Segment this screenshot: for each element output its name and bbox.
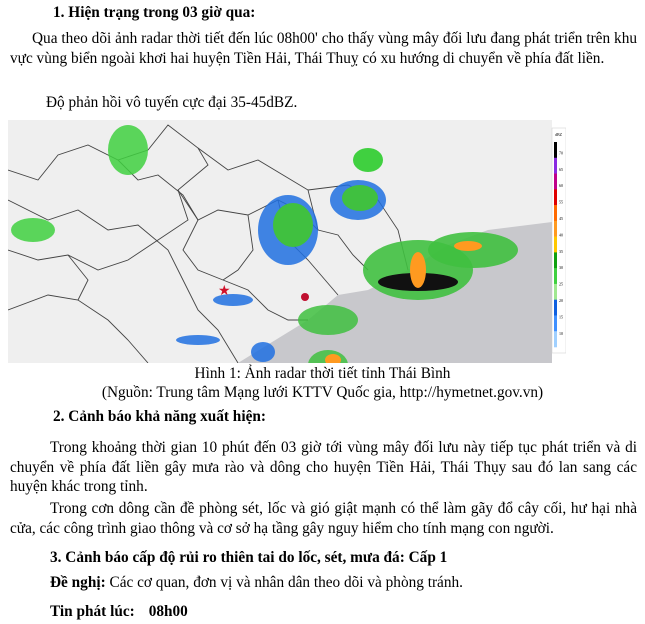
legend-label: 15 [559, 314, 563, 319]
figure-caption: Hình 1: Ảnh radar thời tiết tỉnh Thái Bì… [194, 365, 451, 382]
legend-label: 25 [559, 282, 563, 287]
recommendation-label: Đề nghị: [50, 574, 106, 591]
legend-swatch [554, 283, 557, 300]
legend-swatch [554, 268, 557, 285]
legend-label: 55 [559, 200, 563, 205]
legend-label: 30 [559, 265, 563, 270]
legend-label: 65 [559, 167, 563, 172]
legend-label: 45 [559, 216, 563, 221]
section2-heading: 2. Cảnh báo khả năng xuất hiện: [53, 408, 266, 425]
issued-label: Tin phát lúc: [50, 603, 135, 620]
legend-label: 70 [559, 150, 563, 155]
legend-swatch [554, 220, 557, 237]
legend-swatch [554, 142, 557, 159]
legend-label: 10 [559, 331, 563, 336]
figure-source: (Nguồn: Trung tâm Mạng lưới KTTV Quốc gi… [101, 384, 544, 401]
recommendation: Đề nghị: Các cơ quan, đơn vị và nhân dân… [50, 574, 463, 592]
radar-station-marker [301, 293, 309, 301]
legend-swatch [554, 299, 557, 316]
legend-swatch [554, 189, 557, 206]
section2-paragraph-2: Trong cơn dông cần đề phòng sét, lốc và … [10, 500, 637, 537]
radar-image: ★ dBZ 70 65 60 55 45 40 35 30 25 20 15 10 [8, 120, 566, 363]
legend-swatch [554, 173, 557, 190]
legend-swatch [554, 236, 557, 253]
star-marker-icon: ★ [218, 284, 231, 299]
legend-swatch [554, 315, 557, 332]
legend-swatch [554, 205, 557, 222]
legend-swatch [554, 252, 557, 269]
section3-heading: 3. Cảnh báo cấp độ rủi ro thiên tai do l… [50, 549, 448, 566]
issued-time-value: 08h00 [148, 603, 188, 620]
legend-swatch [554, 331, 557, 348]
legend-label: 20 [559, 298, 563, 303]
legend-label: 35 [559, 249, 563, 254]
reflectivity-text: Độ phản hồi vô tuyến cực đại 35-45dBZ. [46, 94, 298, 111]
section2-paragraph-1: Trong khoảng thời gian 10 phút đến 03 gi… [10, 439, 637, 495]
issued-time: Tin phát lúc: 08h00 [50, 603, 188, 621]
legend-unit: dBZ [555, 132, 563, 137]
legend-label: 40 [559, 232, 563, 237]
section1-paragraph: Qua theo dõi ảnh radar thời tiết đến lúc… [10, 30, 637, 67]
legend-swatch [554, 157, 557, 174]
recommendation-text: Các cơ quan, đơn vị và nhân dân theo dõi… [105, 574, 463, 591]
section1-heading: 1. Hiện trạng trong 03 giờ qua: [53, 4, 256, 21]
legend-label: 60 [559, 183, 563, 188]
radar-legend: dBZ 70 65 60 55 45 40 35 30 25 20 15 10 [554, 132, 563, 348]
